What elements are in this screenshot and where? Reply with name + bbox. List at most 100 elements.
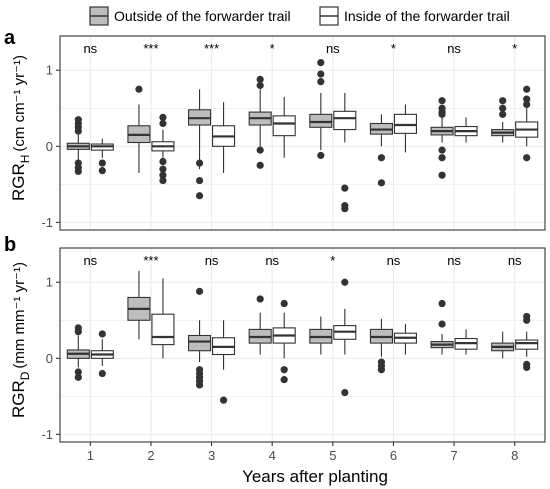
outlier-point [499, 97, 507, 105]
box-iqr [333, 110, 357, 131]
outlier-point [256, 81, 264, 90]
panel-b-y-axis-title: RGRD (mm mm⁻¹ yr⁻¹) [9, 262, 32, 418]
panel-a-ylabel-sub: H [18, 155, 32, 164]
outlier-point [438, 146, 446, 154]
panel-a-box-inside-year-3 [212, 102, 236, 173]
box-iqr [272, 115, 296, 137]
panel-b-box-inside-year-5 [333, 278, 357, 397]
outlier-point [523, 154, 531, 162]
panel-b-box-inside-year-7 [454, 329, 478, 355]
panel-a-box-outside-year-8 [491, 97, 515, 143]
panel-a-box-inside-year-6 [393, 104, 417, 153]
outlier-point [438, 110, 446, 118]
box-iqr [188, 334, 212, 352]
panel-b-frame [59, 247, 546, 443]
panel-a-box-inside-year-5 [333, 93, 357, 213]
panel-a-significance-label: * [512, 41, 517, 56]
outlier-point [317, 151, 325, 160]
outlier-point [523, 316, 531, 324]
legend-label-inside: Inside of the forwarder trail [344, 8, 510, 24]
outlier-point [377, 366, 386, 374]
panel-a-box-outside-year-3 [188, 89, 212, 200]
panel-b-significance-label: ns [83, 253, 97, 268]
outlier-point [438, 97, 446, 105]
box-iqr [309, 113, 333, 128]
outlier-point [523, 363, 531, 372]
panel-a-significance-label: *** [204, 41, 219, 56]
panel-b-box-inside-year-6 [393, 324, 417, 355]
outlier-point [74, 368, 82, 376]
panel-b-significance-label: ns [387, 253, 401, 268]
panel-a-significance-label: * [270, 41, 275, 56]
panel-a-box-inside-year-4 [272, 96, 296, 158]
outlier-point [499, 104, 507, 112]
panel-a-significance-label: ns [326, 41, 340, 56]
panel-a-ylabel-unit: (cm cm⁻¹ yr⁻¹) [11, 55, 28, 152]
outlier-point [317, 70, 325, 78]
panel-a-significance: ns *** *** * ns * ns * [83, 41, 517, 56]
outlier-point [438, 299, 446, 308]
outlier-point [341, 388, 349, 397]
panel-a-significance-label: * [391, 41, 396, 56]
outlier-point [341, 205, 349, 213]
x-axis-title: Years after planting [242, 467, 388, 486]
panel-b-box-inside-year-2 [151, 278, 175, 359]
outlier-point [219, 396, 228, 404]
panel-a-gridlines [60, 36, 545, 230]
panel-a-significance-label: ns [447, 41, 461, 56]
panel-b-box-outside-year-6 [369, 318, 393, 374]
panel-b-significance: ns *** ns ns * ns ns ns [83, 253, 522, 268]
panel-b-ytick-label: 0 [46, 351, 53, 366]
outlier-point [98, 330, 106, 338]
outlier-point [377, 154, 386, 162]
outlier-point [280, 376, 288, 384]
outlier-point [317, 78, 325, 86]
panel-a-box-outside-year-4 [248, 75, 272, 169]
panel-b: -1 0 1 1 2 3 4 5 6 7 8 ns *** ns ns * ns ns ns RGRD (mm m… [9, 247, 546, 463]
outlier-point [159, 119, 167, 128]
legend: Outside of the forwarder trail Inside of… [89, 6, 510, 26]
panel-b-box-outside-year-7 [430, 299, 454, 355]
outlier-point [317, 59, 325, 67]
outlier-point [195, 287, 204, 295]
outlier-point [438, 154, 446, 162]
panel-a-ytick-label: 0 [46, 139, 53, 154]
panel-b-box-outside-year-3 [188, 287, 212, 389]
panel-b-box-inside-year-1 [90, 330, 114, 378]
panel-b-ylabel-main: RGR [9, 380, 28, 418]
panel-a-box-inside-year-1 [90, 138, 114, 175]
panel-b-ytick-label: -1 [41, 427, 53, 442]
panel-b-xtick-label: 1 [87, 448, 94, 463]
panel-a-ylabel-main: RGR [9, 163, 28, 201]
box-iqr [515, 339, 539, 350]
panel-b-xtick-label: 6 [390, 448, 397, 463]
panel-a-box-inside-year-2 [151, 113, 175, 185]
panel-a-significance-label: ns [83, 41, 97, 56]
outlier-point [341, 184, 349, 192]
outlier-point [256, 146, 264, 154]
panel-b-xtick-label: 2 [147, 448, 154, 463]
panel-a-frame [59, 35, 546, 231]
outlier-point [159, 165, 167, 173]
panel-b-ytick-label: 1 [46, 275, 53, 290]
panel-a-box-outside-year-1 [66, 116, 90, 176]
panel-b-box-inside-year-8 [515, 312, 539, 372]
panel-b-box-outside-year-5 [309, 316, 333, 355]
outlier-point [74, 167, 82, 176]
panel-a-box-inside-year-8 [515, 85, 539, 162]
outlier-point [523, 85, 531, 93]
panel-a-y-ticks: -1 0 1 [41, 63, 60, 230]
outlier-point [523, 95, 531, 103]
outlier-point [195, 176, 204, 185]
panel-a: -101 ns *** *** * ns * ns * RGRH(cm cm⁻¹ yr⁻¹) [9, 35, 546, 231]
panel-a-box-outside-year-5 [309, 59, 333, 160]
legend-label-outside: Outside of the forwarder trail [114, 8, 291, 24]
outlier-point [280, 299, 288, 308]
panel-letter-a: a [4, 27, 16, 49]
panel-b-xtick-label: 5 [329, 448, 336, 463]
outlier-point [341, 278, 349, 286]
outlier-point [438, 171, 446, 179]
outlier-point [195, 159, 204, 167]
panel-a-ytick-label: 1 [46, 63, 53, 78]
panel-a-box-outside-year-2 [127, 85, 151, 173]
